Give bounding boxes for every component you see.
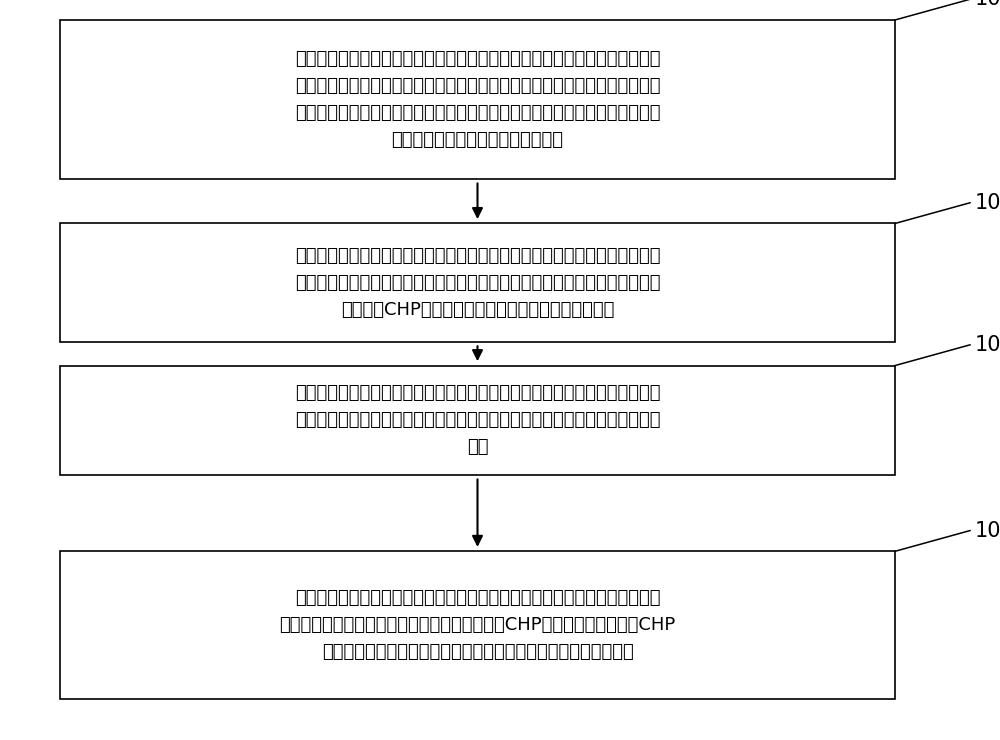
Bar (60, 366, 895, 475)
Bar (60, 20, 895, 179)
Text: 确定用户的热负荷需求和电负荷需求；所述热负荷需求是由热网模型和引入热
感觉系数的热网模型约束条件计算得到的，所述热网模型包括热延迟模型、热
损耗模型和供热模型；: 确定用户的热负荷需求和电负荷需求；所述热负荷需求是由热网模型和引入热 感觉系数的… (295, 50, 660, 149)
Text: 104: 104 (975, 520, 1000, 541)
Text: 101: 101 (975, 0, 1000, 10)
Text: 103: 103 (975, 334, 1000, 355)
Text: 建立碳交易机制下电网系统中各机组设备的综合能源碳排放配额模型及碳交易
机制下电力系统约束条件；所述综合能源碳排放配额模型包括火电机组配额碳
排放量、CHP机组配: 建立碳交易机制下电网系统中各机组设备的综合能源碳排放配额模型及碳交易 机制下电力… (295, 246, 660, 319)
Text: 基于所述热负荷需求、所述电负荷需求、所述碳排放配额模型和所述碳交易机
制下电力系统约束条件，以运行费用最小为目标建立碳交易奖惩阶梯下的目标
函数: 基于所述热负荷需求、所述电负荷需求、所述碳排放配额模型和所述碳交易机 制下电力系… (295, 384, 660, 457)
Text: 采用电热滚动调度方法，利用优化算法对所述目标函数进行求解，得到最优出
力；所述最优出力包括火电机组的最优电出力、CHP机组的最优电出力、CHP
机组的最优热出力: 采用电热滚动调度方法，利用优化算法对所述目标函数进行求解，得到最优出 力；所述最… (279, 589, 676, 662)
Text: 102: 102 (975, 192, 1000, 213)
Bar (60, 551, 895, 699)
Bar (60, 223, 895, 342)
